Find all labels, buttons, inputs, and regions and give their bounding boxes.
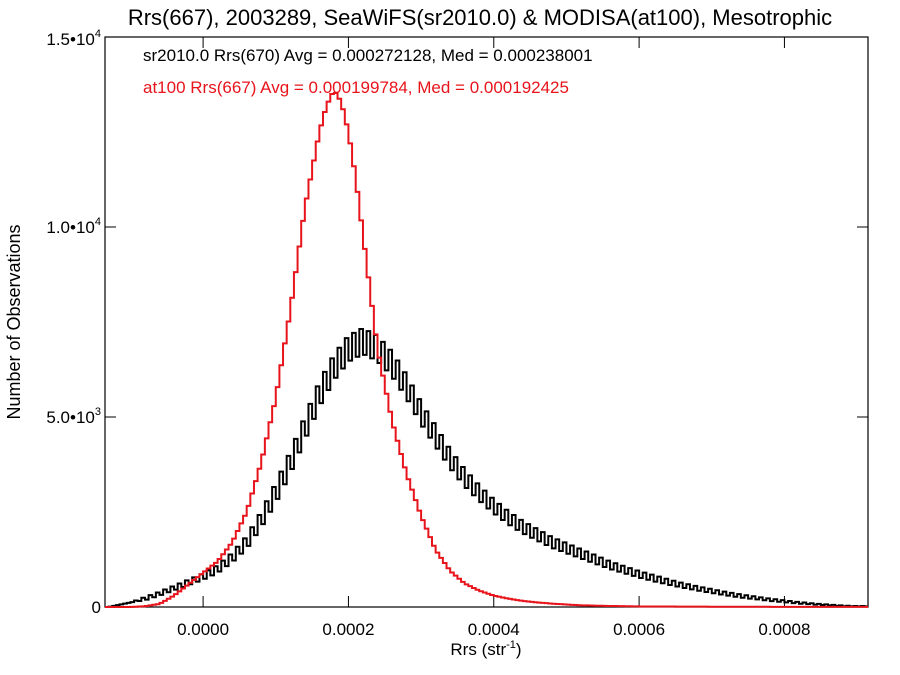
y-tick-label-exponent: 4 <box>95 216 101 228</box>
x-axis-label: Rrs (str-1) <box>450 639 521 659</box>
x-tick-label: 0.0002 <box>322 620 374 639</box>
chart-title: Rrs(667), 2003289, SeaWiFS(sr2010.0) & M… <box>128 5 832 30</box>
series-layer <box>105 92 868 608</box>
y-tick-label-base: 0 <box>92 598 101 617</box>
annotation-at100: at100 Rrs(667) Avg = 0.000199784, Med = … <box>143 78 569 97</box>
y-tick-label-base: 5.0•10 <box>46 408 95 427</box>
x-axis-label-close: ) <box>516 640 522 659</box>
y-tick-label: 5.0•103 <box>46 406 101 427</box>
y-tick-label: 1.5•104 <box>46 28 101 49</box>
y-tick-label-base: 1.0•10 <box>46 218 95 237</box>
y-tick-label-exponent: 4 <box>95 28 101 40</box>
series-line <box>105 328 868 608</box>
y-tick-label-exponent: 3 <box>95 406 101 418</box>
x-axis-ticks: 0.0000 0.0002 0.0004 0.0006 0.0008 <box>177 37 810 639</box>
x-axis-label-sup: -1 <box>506 639 516 651</box>
y-tick-label: 0 <box>92 598 101 617</box>
x-tick-label: 0.0008 <box>758 620 810 639</box>
x-axis-label-base: Rrs (str <box>450 640 506 659</box>
series-0 <box>105 328 868 608</box>
y-tick-label-base: 1.5•10 <box>46 30 95 49</box>
plot-frame <box>104 36 869 608</box>
y-tick-label: 1.0•104 <box>46 216 101 237</box>
x-tick-label: 0.0006 <box>613 620 665 639</box>
x-tick-label: 0.0000 <box>177 620 229 639</box>
y-axis-label: Number of Observations <box>4 224 24 419</box>
series-line <box>105 92 868 608</box>
x-tick-label: 0.0004 <box>468 620 520 639</box>
annotation-sr2010: sr2010.0 Rrs(670) Avg = 0.000272128, Med… <box>143 46 593 65</box>
series-1 <box>105 92 868 608</box>
